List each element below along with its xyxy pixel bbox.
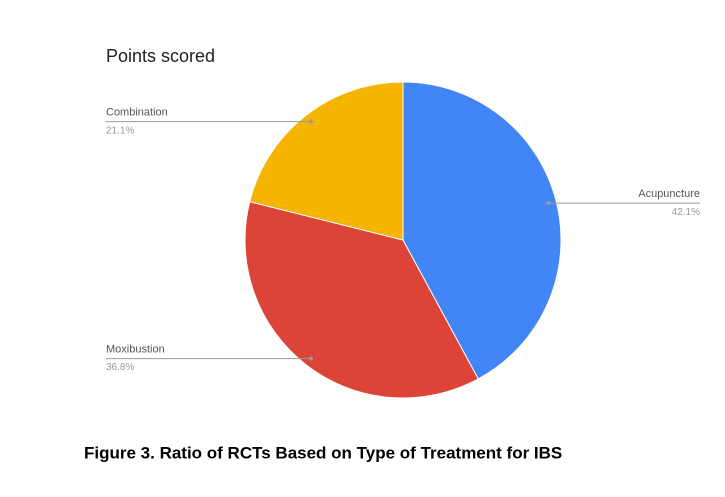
leader-dot (308, 119, 313, 124)
value-label: 36.8% (106, 362, 134, 373)
slice-label: Acupuncture (638, 188, 700, 200)
value-label: 42.1% (672, 207, 700, 218)
value-label: 21.1% (106, 125, 134, 136)
caption: Figure 3. Ratio of RCTs Based on Type of… (84, 443, 562, 462)
pie-slice (402, 81, 562, 380)
leader-dot (546, 201, 551, 206)
slice-label: Moxibustion (106, 344, 165, 356)
slice-label: Combination (106, 107, 168, 119)
pie-slice (244, 201, 479, 399)
leader-dot (309, 356, 314, 361)
chart-title: Points scored (106, 46, 215, 66)
pie-slice (249, 81, 404, 241)
